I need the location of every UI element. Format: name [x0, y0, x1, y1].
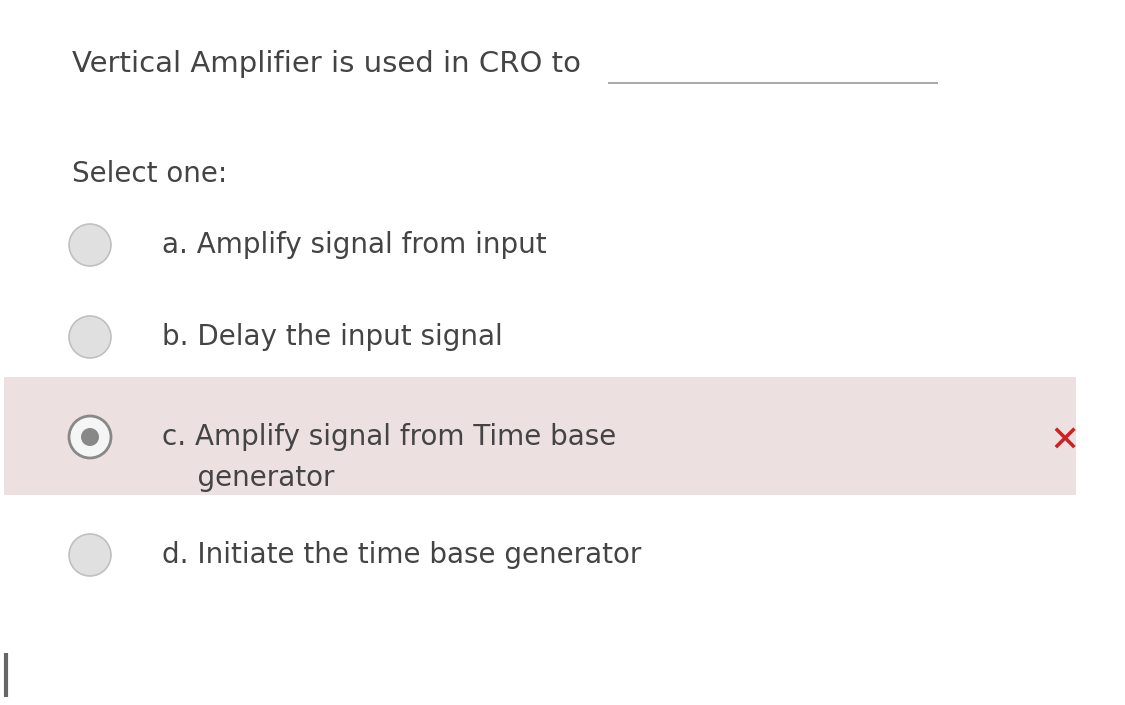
Circle shape — [69, 534, 111, 576]
Text: d. Initiate the time base generator: d. Initiate the time base generator — [162, 541, 641, 569]
Circle shape — [69, 224, 111, 266]
Text: Vertical Amplifier is used in CRO to: Vertical Amplifier is used in CRO to — [72, 50, 580, 78]
Text: b. Delay the input signal: b. Delay the input signal — [162, 323, 503, 351]
Circle shape — [81, 428, 99, 446]
Circle shape — [69, 316, 111, 358]
Text: ✕: ✕ — [1050, 425, 1080, 459]
Circle shape — [69, 416, 111, 458]
Text: c. Amplify signal from Time base
    generator: c. Amplify signal from Time base generat… — [162, 423, 616, 492]
Text: a. Amplify signal from input: a. Amplify signal from input — [162, 231, 547, 259]
Text: Select one:: Select one: — [72, 160, 227, 188]
FancyBboxPatch shape — [4, 377, 1076, 495]
